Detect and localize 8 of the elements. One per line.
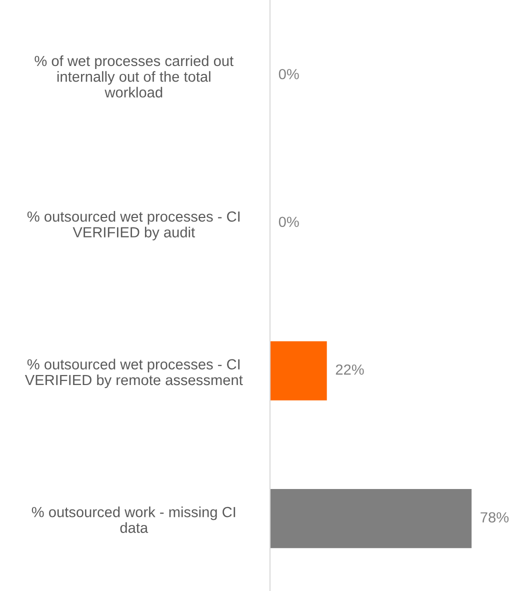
y-tick-label: % outsourced wet processes - CI VERIFIED by remote assessment <box>24 358 243 388</box>
data-label: 0% <box>278 216 299 228</box>
y-tick-label: % outsourced work - missing CI data <box>32 506 236 533</box>
y-tick-label: % of wet processes carried out internally out of the total workload <box>34 55 234 98</box>
data-label: 22% <box>336 364 364 375</box>
data-label: 0% <box>278 68 299 80</box>
data-label: 78% <box>480 512 509 523</box>
y-tick-label: % outsourced wet processes - CI VERIFIED by audit <box>27 211 240 240</box>
